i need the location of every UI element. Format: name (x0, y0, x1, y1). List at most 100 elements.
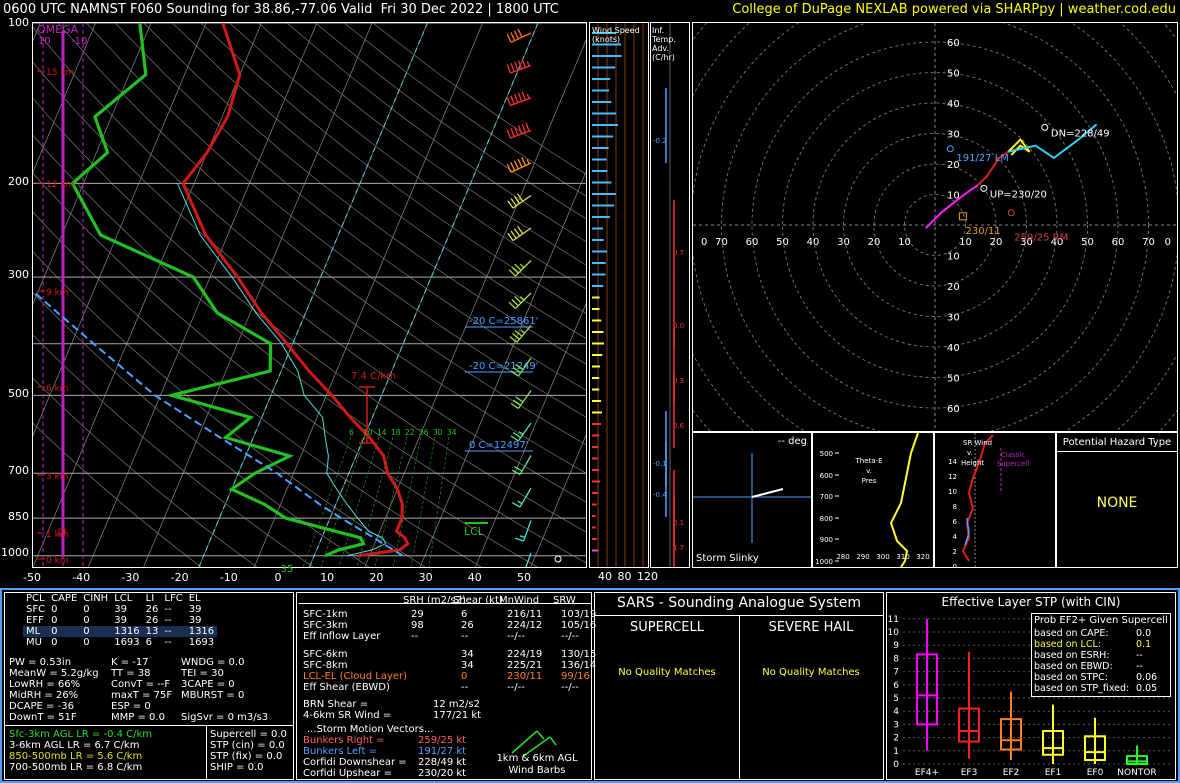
temp-tick: 20 (369, 571, 383, 584)
storm-slinky-plot (693, 453, 811, 543)
kin-cell: 26 (461, 620, 474, 631)
barb-flag (510, 435, 519, 442)
barb-flag (506, 163, 512, 173)
parcel-cell: 1693 (114, 637, 140, 648)
calm-wind-circle (554, 555, 562, 563)
barb-flag (506, 129, 511, 139)
kin-cell: 130/15 (561, 649, 597, 660)
barb-flag (514, 537, 524, 542)
barb-half (519, 296, 525, 301)
col-header: CINH (83, 593, 109, 604)
srw-ytick: 12 (948, 473, 957, 481)
barb-flag (510, 95, 515, 105)
hodo-ring (721, 23, 1149, 431)
parcel-cell: 26 (145, 604, 159, 615)
parcel-cell: 0 (83, 626, 90, 637)
stp-category: EF3 (961, 768, 978, 778)
kin-cell: 225/21 (507, 660, 543, 671)
storm-label: Bunkers Right = (303, 735, 385, 746)
hazard-title: Potential Hazard Type (1062, 437, 1172, 448)
parcel-cell: ML (26, 626, 41, 637)
adv-label: 0.6 (673, 422, 685, 430)
stp-ytick: 0 (893, 760, 899, 770)
temp-tick: -40 (72, 571, 90, 584)
kin-cell: --/-- (561, 631, 579, 642)
storm-value: 228/49 kt (418, 757, 467, 768)
barb-half (526, 61, 530, 67)
barb-flag (507, 232, 514, 241)
hodo-tick: 40 (947, 99, 960, 110)
parcel-cell: -- (164, 604, 172, 615)
kin-cell: 34 (461, 660, 474, 671)
parcel-cell: 39 (188, 615, 202, 626)
isotherm-line (33, 23, 262, 567)
storm-slinky-panel: -- deg Storm Slinky (692, 432, 812, 568)
barb-half (517, 500, 523, 505)
dry-adiabat (33, 334, 314, 567)
sars-panel: SARS - Sounding Analogue System SUPERCEL… (594, 592, 884, 780)
kin-cell: 98 (411, 620, 424, 631)
kin-cell: --/-- (561, 682, 579, 693)
kin-cell: LCL-EL (Cloud Layer) (303, 671, 408, 682)
composite-params: Supercell = 0.0 STP (cin) = 0.0 STP (fix) … (210, 729, 287, 773)
kin-cell: 136/14 (561, 660, 597, 671)
storm-value: 259/25 kt (418, 735, 467, 746)
misc-param: TEI = 30 (181, 668, 224, 679)
prob-label: based on CAPE: (1034, 628, 1109, 639)
parcel-cell: 39 (188, 604, 202, 615)
kin-cell: --/-- (507, 631, 525, 642)
kin-cell: SFC-3km (303, 620, 348, 631)
kin-cell: SFC-6km (303, 649, 348, 660)
hodo-tick: 40 (1051, 237, 1064, 248)
wind-tick: 80 (617, 570, 632, 583)
stp-ytick: 3 (893, 720, 899, 730)
lapse-rates: Sfc-3km AGL LR = -0.4 C/km 3-6km AGL LR =… (9, 729, 152, 773)
temp-tick: 40 (468, 571, 482, 584)
isotherm-line (475, 302, 586, 567)
dry-adiabat (114, 23, 586, 391)
corfidi-up-marker (980, 184, 988, 192)
barb-half (518, 431, 524, 436)
surface-marker (58, 528, 66, 536)
sars-supercell: SUPERCELL (630, 620, 704, 635)
composite-param: STP (fix) = 0.0 (210, 751, 283, 762)
isotherm-line (309, 23, 539, 567)
hodo-tick: 20 (947, 160, 960, 171)
wetbulb-label: 10 (363, 428, 373, 437)
parcel-row: ML 0 0 1316 13 -- 1316 (23, 626, 218, 637)
stp-ytick: 4 (893, 707, 899, 717)
hodo-tick: 70 (1142, 237, 1155, 248)
page-title: 0600 UTC NAMNST F060 Sounding for 38.86,… (3, 2, 559, 17)
kin-cell: 105/16 (561, 620, 597, 631)
srw-classic-label: Supercell (997, 460, 1029, 468)
prob-value: -- (1136, 650, 1143, 661)
wetbulb-line (338, 436, 380, 567)
barb-flag (514, 126, 519, 136)
wind-barb (519, 487, 532, 508)
wetbulb-label: 26 (419, 428, 429, 437)
isotherm-line (419, 170, 586, 567)
misc-param: SigSvr = 0 m3/s3 (181, 712, 269, 723)
hodo-tick: 40 (807, 237, 820, 248)
srw-ytick: 8 (953, 503, 957, 511)
hodo-tick: 60 (1112, 237, 1125, 248)
kin-cell: 34 (461, 649, 474, 660)
prob-label: based on ESRH: (1034, 650, 1110, 661)
barb-half (519, 263, 525, 269)
parcel-cell: -- (164, 615, 172, 626)
brn-value: 12 m2/s2 (433, 699, 480, 710)
stp-category: EF1 (1045, 768, 1062, 778)
hodo-tick: 40 (947, 343, 960, 354)
stp-ytick: 5 (893, 694, 899, 704)
bunkers-left-marker (946, 145, 954, 153)
thermo-panel: PCL CAPE CINH LCL LI LFC EL SFC 0 0 39 26 -- 3… (4, 592, 294, 780)
theta-ytick: 800 (820, 515, 833, 523)
hodo-tick: 50 (1081, 237, 1094, 248)
temp-adv-label: Inf. Temp. Adv. (C/hr) (652, 26, 676, 62)
parcel-row: MU 0 0 1693 6 -- 1693 (23, 637, 217, 648)
parcel-trace (33, 290, 404, 557)
lapse-rate: Sfc-3km AGL LR = -0.4 C/km (9, 729, 153, 740)
srw-label: v. (967, 449, 973, 457)
theta-xtick: 290 (856, 553, 869, 561)
hodo-ring (782, 72, 1088, 378)
